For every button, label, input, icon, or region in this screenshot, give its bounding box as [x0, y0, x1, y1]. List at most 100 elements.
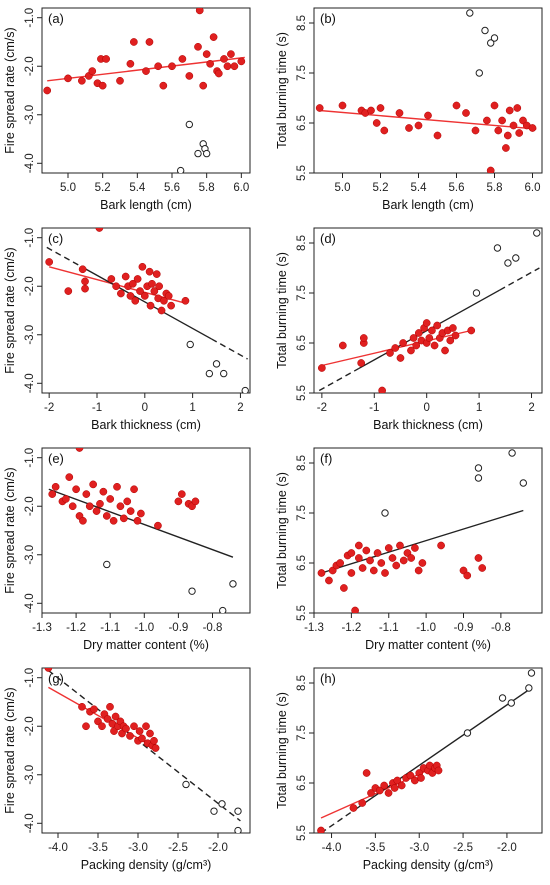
filled-point [154, 521, 162, 530]
open-point [533, 229, 541, 237]
filled-point [154, 62, 162, 71]
filled-point [106, 702, 114, 711]
x-axis-label: Bark thickness (cm) [373, 418, 483, 432]
filled-point [407, 346, 415, 355]
filled-point [131, 296, 140, 305]
filled-point [95, 228, 104, 232]
x-tick-label: -2.5 [453, 842, 473, 854]
filled-point [317, 569, 326, 577]
filled-point [157, 306, 166, 315]
filled-point [194, 42, 202, 51]
filled-point [494, 126, 503, 135]
filled-point [375, 786, 384, 795]
x-tick-label: -2.5 [168, 842, 188, 854]
y-axis-label: Fire spread rate (cm/s) [3, 467, 17, 593]
filled-point [357, 359, 366, 367]
y-tick-label: 6.5 [296, 555, 308, 571]
filled-point [150, 736, 158, 745]
filled-point [428, 326, 436, 335]
filled-point [122, 724, 130, 733]
filled-point [430, 341, 439, 350]
x-tick-label: -2 [44, 402, 54, 414]
filled-point [98, 722, 106, 731]
filled-point [159, 81, 168, 90]
filled-point [138, 734, 146, 743]
fit-line [319, 109, 537, 130]
open-point [498, 694, 507, 702]
x-tick-label: 5.8 [199, 182, 215, 194]
marks [44, 668, 242, 833]
filled-point [62, 495, 70, 503]
filled-point [418, 559, 427, 567]
fit-line [47, 669, 241, 822]
filled-point [81, 284, 89, 293]
fit-line [321, 509, 524, 574]
x-axis-label: Packing density (g/cm³) [81, 858, 212, 872]
open-point [176, 166, 185, 173]
filled-point [325, 576, 333, 585]
x-tick-label: -1.3 [304, 622, 324, 634]
x-tick-label: -0.9 [454, 622, 474, 634]
y-axis-label: Total burning time (s) [275, 252, 289, 369]
filled-point [467, 326, 476, 335]
marks [43, 8, 246, 173]
filled-point [138, 262, 147, 271]
filled-point [164, 292, 173, 300]
x-axis-label: Dry matter content (%) [365, 638, 491, 652]
filled-point [126, 292, 135, 300]
y-tick-label: -2.0 [24, 276, 36, 296]
panel-label: (b) [320, 11, 336, 26]
x-tick-label: -1.0 [416, 622, 436, 634]
open-point [234, 826, 242, 833]
filled-point [449, 324, 457, 332]
filled-point [396, 354, 405, 362]
x-tick-label: 6.0 [233, 182, 249, 194]
y-tick-label: -2.0 [24, 716, 36, 736]
filled-point [391, 344, 400, 352]
open-point [474, 474, 483, 482]
x-tick-label: 2 [237, 402, 243, 414]
filled-point [113, 482, 121, 491]
filled-point [437, 541, 445, 550]
x-tick-label: -1 [369, 402, 379, 414]
y-tick-label: 8.5 [296, 235, 308, 251]
marks [318, 229, 541, 393]
panel-3: -2 -1 0 1 2 -4.0 -3.0 -2.0 -1.0 Bark thickness (c… [3, 227, 251, 432]
filled-point [92, 507, 101, 515]
filled-point [355, 554, 363, 562]
x-tick-label: 5.4 [129, 182, 146, 194]
plot-frame [313, 667, 543, 834]
y-tick-label: -4.0 [24, 373, 36, 393]
x-tick-label: -1.0 [134, 622, 154, 634]
filled-point [150, 287, 159, 295]
open-point [512, 254, 520, 262]
plot-frame [41, 447, 251, 614]
filled-point [152, 270, 161, 278]
filled-point [174, 497, 183, 506]
panel-5: -1.3 -1.2 -1.1 -1.0 -0.9 -0.8 -4.0 -3.0 -2.0 -1.0… [3, 447, 251, 652]
panel-label: (e) [48, 451, 64, 466]
filled-point [88, 67, 97, 75]
y-tick-label: 7.5 [296, 505, 308, 521]
filled-point [151, 744, 160, 752]
y-tick-label: 6.5 [296, 115, 308, 131]
x-tick-label: -3.0 [409, 842, 429, 854]
filled-point [90, 705, 98, 714]
filled-point [490, 101, 499, 110]
y-tick-label: 8.5 [296, 675, 308, 691]
filled-point [414, 121, 423, 130]
x-axis-label: Bark thickness (cm) [91, 418, 201, 432]
filled-point [116, 502, 125, 511]
filled-point [214, 69, 223, 78]
filled-point [155, 282, 163, 291]
filled-point [96, 499, 104, 508]
open-point [493, 244, 502, 252]
x-tick-label: -2.0 [208, 842, 228, 854]
y-tick-label: -4.0 [24, 593, 36, 613]
filled-point [209, 33, 218, 41]
open-point [212, 360, 221, 368]
filled-point [451, 331, 460, 340]
filled-point [142, 722, 150, 731]
y-tick-label: -1.0 [24, 8, 36, 28]
open-point [210, 807, 218, 815]
